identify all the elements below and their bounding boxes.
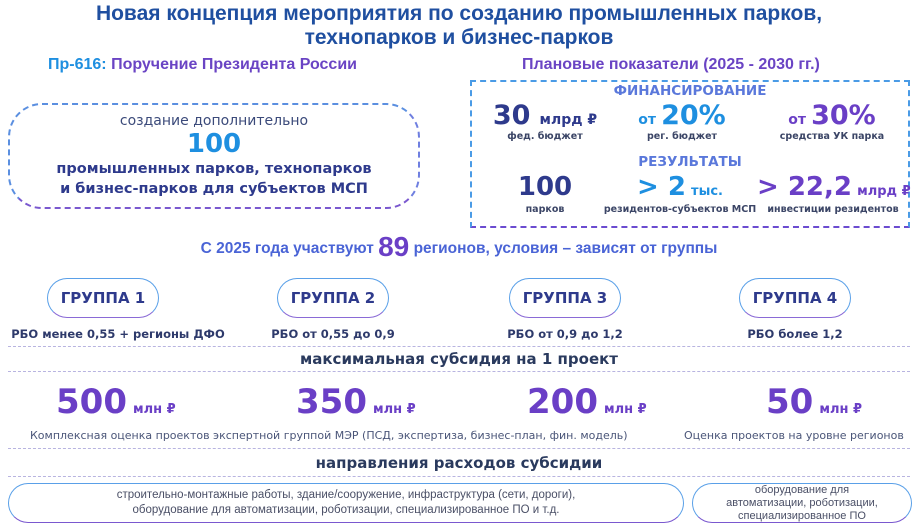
subsidy-note-federal: Комплексная оценка проектов экспертной г… [30, 429, 628, 442]
result-parks-caption: парков [525, 204, 565, 215]
instruction-text: Поручение Президента России [106, 56, 357, 73]
financing-federal: 30 млрд ₽ фед. бюджет [480, 100, 610, 142]
group-4-desc: РБО более 1,2 [747, 327, 843, 341]
result-investments-value: > 22,2 [757, 172, 852, 202]
group-1-button[interactable]: ГРУППА 1 [47, 278, 159, 318]
amount-value: 500 [56, 382, 127, 422]
plan-indicators-box: ФИНАНСИРОВАНИЕ 30 млрд ₽ фед. бюджет от … [470, 80, 911, 228]
goal-line-3: промышленных парков, технопарков [56, 161, 372, 177]
amount-value: 200 [527, 382, 598, 422]
financing-uk: от 30% средства УК парка [757, 100, 907, 142]
expenses-regional-box: оборудование для автоматизации, роботиза… [692, 483, 912, 523]
regions-statement: С 2025 года участвуют 89 регионов, услов… [0, 231, 918, 263]
expenses-federal-line-2: оборудование для автоматизации, роботиза… [132, 504, 560, 516]
plan-heading: Плановые показатели (2025 - 2030 гг.) [522, 56, 820, 73]
amount-value: 350 [296, 382, 367, 422]
result-residents-value: > 2 [637, 172, 686, 202]
amount-unit: млн ₽ [132, 402, 176, 417]
result-residents-caption: резидентов-субъектов МСП [603, 204, 757, 215]
subsidy-title: максимальная субсидия на 1 проект [299, 350, 618, 368]
financing-label: ФИНАНСИРОВАНИЕ [613, 83, 767, 99]
amount-value: 50 [766, 382, 814, 422]
result-investments: > 22,2 млрд ₽ инвестиции резидентов [757, 172, 911, 215]
financing-federal-value: 30 [492, 100, 531, 131]
subsidy-amount-group-1: 500 млн ₽ [56, 382, 176, 422]
financing-uk-prefix: от [788, 112, 806, 128]
creation-goal-box: создание дополнительно 100 промышленных … [8, 103, 420, 209]
goal-line-4: и бизнес-парков для субъектов МСП [60, 181, 368, 197]
page-title: Новая концепция мероприятия по созданию … [0, 2, 918, 50]
group-3-desc: РБО от 0,9 до 1,2 [507, 327, 623, 341]
result-investments-caption: инвестиции резидентов [767, 204, 899, 215]
title-line-2: технопарков и бизнес-парков [304, 26, 614, 49]
expenses-federal-box: строительно-монтажные работы, здание/соо… [8, 483, 684, 523]
title-line-1: Новая концепция мероприятия по созданию … [95, 2, 823, 25]
expenses-regional-line-3: специализированное ПО [738, 509, 866, 522]
expenses-title: направления расходов субсидии [315, 454, 603, 472]
financing-federal-unit: млрд ₽ [539, 112, 598, 128]
divider [8, 476, 910, 477]
amount-unit: млн ₽ [372, 402, 416, 417]
expenses-regional-line-2: автоматизации, роботизации, [726, 496, 878, 509]
instruction-code: Пр-616: [48, 56, 107, 73]
instruction-heading: Пр-616: Поручение Президента России [48, 56, 357, 74]
divider [8, 346, 910, 347]
results-label: РЕЗУЛЬТАТЫ [638, 154, 742, 170]
group-1-desc: РБО менее 0,55 + регионы ДФО [11, 327, 225, 341]
goal-number: 100 [186, 129, 242, 159]
financing-uk-value: 30% [811, 100, 876, 131]
regions-before: С 2025 года участвуют [200, 240, 379, 257]
divider [8, 448, 910, 449]
subsidy-amount-group-2: 350 млн ₽ [296, 382, 416, 422]
subsidy-amount-group-3: 200 млн ₽ [527, 382, 647, 422]
goal-line-1: создание дополнительно [119, 113, 309, 129]
result-parks: 100 парков [480, 172, 610, 215]
divider [8, 371, 910, 372]
subsidy-note-regional: Оценка проектов на уровне регионов [684, 429, 904, 442]
result-residents: > 2 тыс. резидентов-субъектов МСП [600, 172, 760, 215]
expenses-federal-line-1: строительно-монтажные работы, здание/соо… [116, 489, 576, 501]
group-4-button[interactable]: ГРУППА 4 [739, 278, 851, 318]
financing-regional: от 20% рег. бюджет [622, 100, 742, 142]
amount-unit: млн ₽ [603, 402, 647, 417]
result-investments-unit: млрд ₽ [857, 184, 911, 199]
group-3-button[interactable]: ГРУППА 3 [509, 278, 621, 318]
financing-regional-value: 20% [661, 100, 726, 131]
result-residents-unit: тыс. [691, 184, 723, 199]
financing-federal-caption: фед. бюджет [507, 131, 583, 142]
financing-regional-caption: рег. бюджет [646, 131, 718, 142]
financing-regional-prefix: от [638, 112, 656, 128]
group-2-desc: РБО от 0,55 до 0,9 [271, 327, 395, 341]
group-2-button[interactable]: ГРУППА 2 [277, 278, 389, 318]
amount-unit: млн ₽ [819, 402, 863, 417]
regions-number: 89 [378, 231, 410, 262]
expenses-regional-line-1: оборудование для [754, 483, 850, 496]
subsidy-amount-group-4: 50 млн ₽ [766, 382, 862, 422]
result-parks-value: 100 [517, 172, 573, 202]
regions-after: регионов, условия – зависят от группы [409, 240, 718, 257]
financing-uk-caption: средства УК парка [779, 131, 885, 142]
